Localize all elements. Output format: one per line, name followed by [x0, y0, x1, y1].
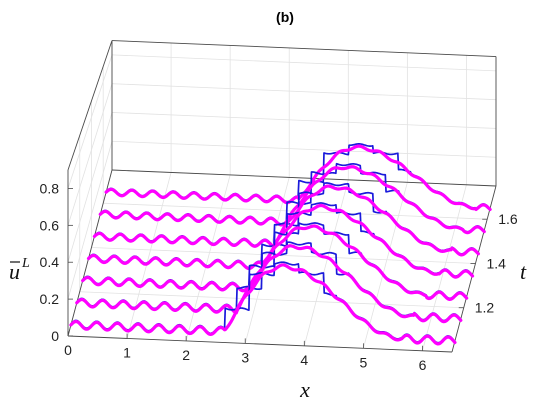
left-wall-grid-z — [67, 54, 113, 189]
t-tick-label: 1.4 — [486, 255, 506, 271]
back-wall-grid-z — [111, 140, 497, 158]
t-tick-label: 1.6 — [498, 211, 518, 227]
front-floor-edge — [67, 335, 453, 353]
floor-grid-x — [362, 182, 408, 349]
back-wall-grid-z — [111, 112, 497, 129]
time-slice — [75, 241, 463, 324]
chart-title: (b) — [276, 9, 294, 25]
floor-grid-x — [185, 174, 231, 342]
chart-curves — [69, 143, 492, 346]
z-tick-label: 0.8 — [40, 180, 60, 196]
x-tick-label: 1 — [123, 344, 131, 360]
left-wall-grid-z — [67, 141, 113, 300]
left-floor-edge — [67, 169, 113, 337]
back-wall-grid-z — [111, 83, 497, 101]
floor-grid-x — [303, 179, 349, 346]
t-tick-label: 1.2 — [475, 300, 495, 316]
z-tick-label: 0.6 — [40, 217, 60, 233]
time-slice — [69, 261, 457, 346]
series-line-smooth — [75, 244, 463, 324]
x-tick-label: 0 — [64, 342, 72, 358]
chart-grid — [67, 169, 488, 351]
x-tick-label: 4 — [300, 352, 308, 368]
back-floor-edge — [111, 169, 497, 187]
x-tick-label: 3 — [241, 349, 249, 365]
x-tick-label: 5 — [359, 354, 367, 370]
t-axis-label: t — [520, 259, 527, 284]
left-wall-grid-z — [67, 83, 113, 226]
series-line-smooth — [98, 165, 486, 235]
floor-grid-t — [79, 291, 464, 309]
x-tick-label: 6 — [419, 357, 427, 373]
floor-grid-t — [91, 247, 476, 264]
x-axis-label: x — [299, 377, 310, 402]
left-top-edge — [67, 40, 113, 171]
series-line-smooth — [69, 263, 457, 346]
left-wall-grid-z — [67, 112, 113, 263]
time-slice — [98, 162, 486, 235]
right-floor-edge — [451, 185, 497, 353]
chart-walls — [67, 40, 497, 353]
z-tick-label: 0.2 — [40, 291, 60, 307]
z-tick-label: 0.4 — [40, 254, 60, 270]
z-axis-label: u L — [9, 256, 30, 284]
back-wall-grid-z — [111, 54, 497, 72]
x-tick-label: 2 — [182, 347, 190, 363]
series-line-smooth — [86, 203, 475, 279]
floor-grid-x — [126, 172, 172, 339]
floor-grid-t — [103, 202, 488, 220]
floor-grid-x — [422, 184, 467, 351]
z-axis-label-sup: L — [21, 256, 30, 271]
z-tick-label: 0 — [51, 328, 59, 344]
z-axis-label-main: u — [9, 259, 20, 284]
series-line-smooth — [81, 224, 469, 301]
chart-ticks: 0 1 2 3 4 5 6 1.2 1.4 1.6 0 0.2 0.4 0.6 0.8 — [40, 180, 518, 372]
back-top-edge — [111, 40, 497, 57]
time-slice — [81, 222, 469, 301]
